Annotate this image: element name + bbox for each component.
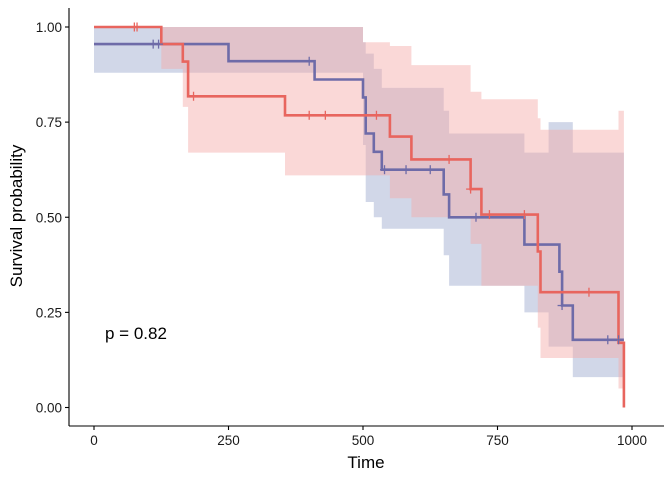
- survival-curve-1: [94, 42, 624, 342]
- y-tick-label: 0.25: [36, 305, 62, 320]
- ci-band-1: [94, 27, 624, 378]
- y-tick-label: 0.00: [36, 401, 62, 416]
- y-tick-label: 0.50: [36, 210, 62, 225]
- confidence-bands: [94, 27, 624, 389]
- x-tick-label: 250: [217, 433, 240, 448]
- axes: 0 250 500 750 1000 0.00 0.25 0.50 0.75 1.00: [36, 8, 664, 448]
- x-tick-label: 0: [90, 433, 98, 448]
- x-tick-label: 1000: [617, 433, 647, 448]
- censor-marks: [129, 22, 624, 345]
- y-tick-label: 1.00: [36, 20, 62, 35]
- ci-band-2: [94, 27, 624, 389]
- y-axis-title: Survival probability: [7, 144, 26, 287]
- survival-curve-2: [94, 25, 626, 408]
- pvalue-annotation: p = 0.82: [105, 324, 167, 343]
- y-tick-label: 0.75: [36, 115, 62, 130]
- x-axis-title: Time: [347, 453, 384, 472]
- x-tick-label: 750: [486, 433, 509, 448]
- x-tick-label: 500: [352, 433, 375, 448]
- survival-curves: [94, 25, 626, 408]
